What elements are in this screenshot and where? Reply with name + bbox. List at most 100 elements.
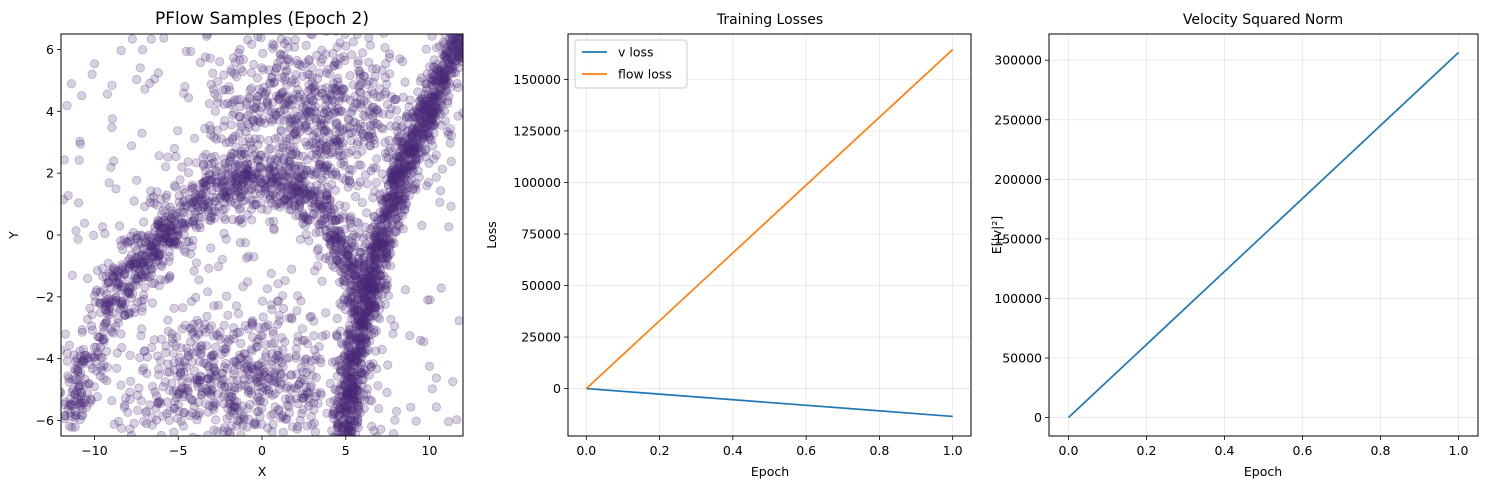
scatter-point: [77, 91, 87, 101]
scatter-point: [177, 162, 187, 172]
y-tick-label: 0: [553, 381, 561, 396]
scatter-point: [380, 211, 390, 221]
scatter-point: [291, 89, 301, 100]
scatter-point: [376, 214, 386, 224]
scatter-point: [410, 106, 420, 117]
scatter-point: [396, 177, 406, 187]
scatter-point: [75, 139, 86, 149]
scatter-point: [411, 156, 421, 166]
scatter-point: [418, 104, 428, 114]
scatter-point: [253, 92, 263, 102]
scatter-point: [120, 310, 130, 320]
scatter-point: [433, 67, 444, 77]
scatter-point: [357, 319, 367, 329]
y-tick-label: 0: [1034, 410, 1042, 425]
scatter-point: [257, 361, 268, 371]
scatter-point: [96, 297, 106, 307]
scatter-point: [343, 395, 353, 406]
scatter-point: [420, 95, 431, 105]
scatter-point: [229, 369, 239, 379]
scatter-point: [174, 357, 185, 367]
scatter-point: [186, 46, 196, 57]
scatter-point: [115, 221, 125, 231]
scatter-y-label: Y: [6, 231, 21, 240]
scatter-point: [269, 338, 279, 348]
scatter-point: [352, 390, 362, 400]
scatter-point: [450, 46, 460, 56]
scatter-point: [372, 154, 382, 164]
scatter-point: [292, 337, 303, 347]
scatter-point: [208, 402, 218, 412]
scatter-point: [347, 352, 357, 362]
scatter-point: [311, 372, 321, 382]
scatter-point: [447, 35, 458, 45]
scatter-point: [262, 174, 272, 184]
scatter-point: [439, 80, 449, 90]
scatter-point: [145, 198, 155, 208]
scatter-point: [202, 311, 212, 321]
scatter-point: [381, 244, 391, 254]
scatter-point: [186, 296, 196, 307]
scatter-point: [164, 256, 174, 266]
scatter-point: [440, 86, 451, 96]
scatter-point: [371, 264, 382, 274]
scatter-point: [450, 59, 460, 69]
y-tick-label: 50000: [521, 278, 561, 293]
scatter-point: [246, 344, 256, 354]
scatter-point: [359, 304, 369, 314]
scatter-point: [233, 308, 244, 319]
scatter-point: [350, 318, 360, 328]
scatter-point: [352, 295, 362, 305]
scatter-point: [353, 59, 363, 69]
scatter-point: [333, 138, 343, 148]
scatter-point: [346, 367, 356, 378]
scatter-point: [351, 383, 361, 393]
scatter-point: [388, 191, 398, 202]
scatter-point: [378, 214, 389, 224]
scatter-point: [369, 255, 379, 266]
scatter-point: [352, 394, 363, 404]
y-tick-label: 6: [46, 42, 54, 57]
scatter-point: [429, 128, 439, 138]
scatter-point: [347, 105, 357, 115]
scatter-point: [334, 419, 344, 429]
scatter-point: [446, 41, 456, 51]
scatter-point: [349, 393, 359, 404]
scatter-point: [390, 169, 400, 179]
scatter-point: [347, 50, 357, 60]
scatter-point: [429, 95, 439, 105]
scatter-point: [207, 185, 217, 195]
scatter-point: [388, 176, 398, 186]
scatter-point: [450, 68, 461, 78]
scatter-point: [137, 306, 147, 316]
scatter-point: [236, 119, 246, 129]
scatter-point: [353, 82, 364, 92]
scatter-point: [347, 353, 357, 364]
scatter-point: [353, 315, 363, 325]
scatter-point: [337, 107, 348, 117]
x-tick-label: 0.2: [1137, 443, 1157, 458]
scatter-point: [253, 114, 263, 124]
x-tick-label: 0.8: [869, 443, 889, 458]
scatter-point: [359, 131, 369, 142]
scatter-point: [346, 388, 356, 398]
scatter-point: [245, 140, 255, 150]
scatter-point: [342, 389, 353, 399]
x-tick-label: 0.6: [1293, 443, 1313, 458]
scatter-point: [227, 67, 237, 77]
scatter-point: [284, 100, 294, 110]
scatter-point: [228, 215, 238, 225]
scatter-point: [287, 422, 298, 432]
scatter-point: [129, 307, 140, 318]
scatter-point: [346, 427, 356, 436]
scatter-point: [63, 371, 73, 381]
scatter-point: [361, 239, 371, 249]
scatter-point: [435, 186, 446, 196]
scatter-point: [427, 74, 437, 84]
scatter-point: [362, 317, 372, 327]
scatter-point: [291, 106, 301, 116]
scatter-point: [191, 158, 201, 168]
scatter-point: [263, 162, 274, 172]
scatter-point: [374, 271, 385, 281]
scatter-point: [414, 96, 425, 106]
